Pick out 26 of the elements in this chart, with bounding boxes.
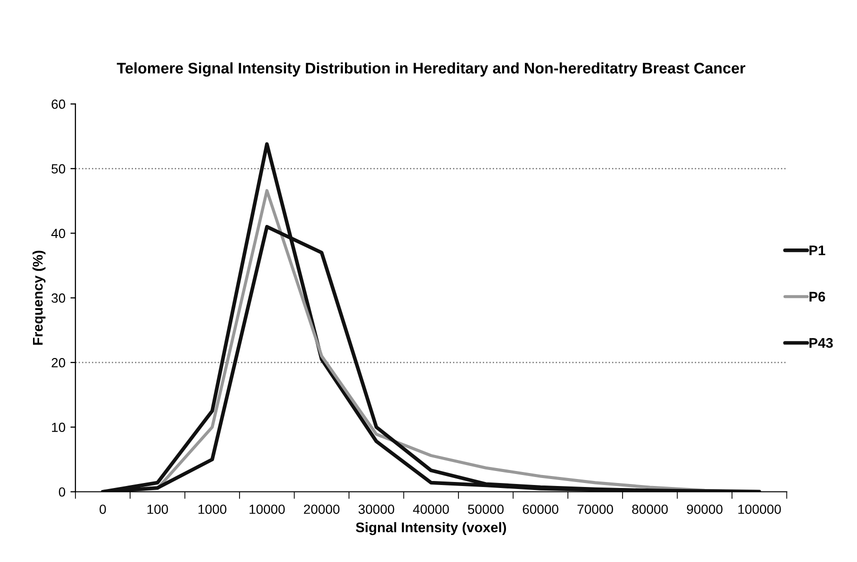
x-tick-label: 0	[100, 504, 106, 514]
y-tick-label: 0	[58, 487, 66, 497]
x-tick-label: 100000	[738, 504, 781, 514]
x-tick-label: 30000	[358, 504, 394, 514]
x-tick-label: 40000	[413, 504, 449, 514]
legend-label: P1	[810, 246, 826, 256]
y-tick-label: 20	[52, 358, 66, 368]
x-tick-label: 100	[147, 504, 168, 514]
y-axis-title: Frequency (%)	[32, 250, 46, 345]
y-tick-label: 50	[52, 164, 66, 174]
x-tick-label: 80000	[632, 504, 668, 514]
legend-label: P6	[810, 292, 826, 302]
x-tick-label: 60000	[522, 504, 558, 514]
x-tick-label: 1000	[198, 504, 226, 514]
y-tick-label: 10	[52, 422, 66, 432]
x-tick-label: 70000	[578, 504, 614, 514]
y-tick-label: 30	[52, 293, 66, 303]
y-tick-label: 40	[51, 228, 66, 238]
x-tick-label: 90000	[686, 504, 722, 514]
x-tick-label: 20000	[304, 504, 340, 514]
x-tick-label: 50000	[468, 504, 504, 514]
x-tick-label: 10000	[250, 504, 285, 514]
chart-title: Telomere Signal Intensity Distribution in Hereditary and Non-hereditatry Breast Cancer	[116, 62, 746, 77]
legend-label: P43	[810, 338, 833, 348]
y-tick-label: 60	[52, 100, 66, 109]
x-axis-title: Signal Intensity (voxel)	[356, 522, 506, 536]
